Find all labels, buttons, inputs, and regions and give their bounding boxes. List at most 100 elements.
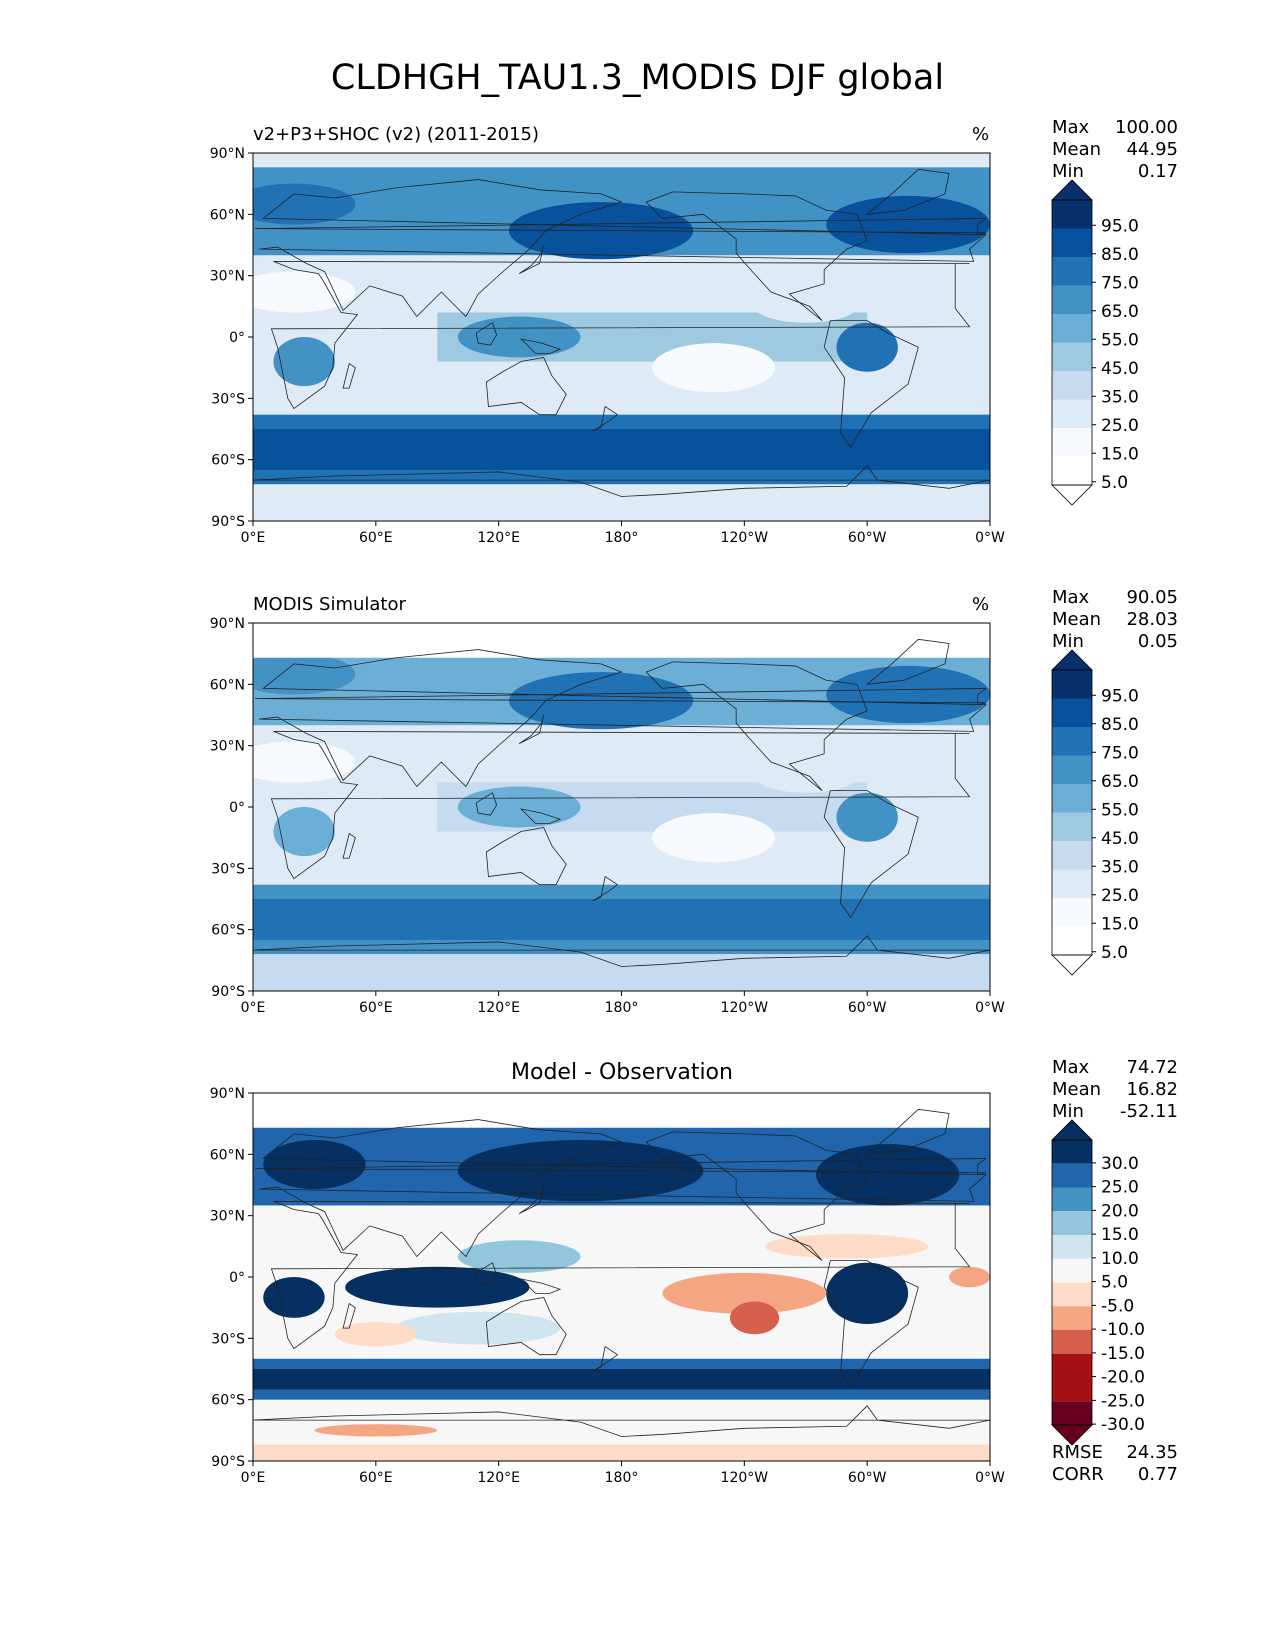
- coastline-uk: [255, 218, 988, 236]
- colorbar-segment: [1052, 1353, 1092, 1378]
- map-figure: 0°E 60°E 120°E 180° 120°W 60°W 0°W 90°N 60°N 30°N…: [210, 616, 1139, 1016]
- colorbar-frame: [1051, 1139, 1093, 1426]
- coastline-australia: [485, 1296, 567, 1356]
- coastline-eurasia: [259, 649, 987, 788]
- colorbar-label: 75.0: [1101, 743, 1139, 763]
- stat-max-label: Max: [1052, 1057, 1090, 1078]
- field-blob: [253, 653, 356, 695]
- stat-min-value: 0.17: [1137, 161, 1178, 182]
- lon-tick-label: 120°W: [721, 530, 769, 546]
- lon-tick-label: 0°W: [975, 1000, 1005, 1016]
- field-blob: [253, 183, 356, 225]
- colorbar-label: 5.0: [1101, 473, 1128, 493]
- field-band: [253, 954, 990, 991]
- lon-tick-label: 60°E: [359, 1000, 393, 1016]
- stat-max-value: 90.05: [1126, 587, 1178, 608]
- colorbar-label: 30.0: [1101, 1154, 1139, 1174]
- coastline-japan: [518, 244, 545, 274]
- coastline-greenland: [865, 1108, 950, 1155]
- colorbar-segment: [1052, 1211, 1092, 1235]
- coastline-greenland: [865, 638, 950, 685]
- field-blob: [253, 741, 356, 783]
- coastline-uk: [255, 1158, 988, 1176]
- colorbar-label: 35.0: [1101, 857, 1139, 877]
- colorbar-extend-max: [1051, 649, 1093, 671]
- colorbar-segment: [1052, 285, 1092, 314]
- field-blob: [263, 1140, 366, 1190]
- metrics-block: RMSE 24.35 CORR 0.77: [1052, 1442, 1178, 1486]
- colorbar-segment: [1052, 784, 1092, 813]
- colorbar-label: 25.0: [1101, 416, 1139, 436]
- colorbar-label: 65.0: [1101, 302, 1139, 322]
- coastline-borneo: [475, 1262, 498, 1286]
- colorbar-segment: [1052, 428, 1092, 457]
- lon-tick-label: 0°E: [241, 1000, 266, 1016]
- lat-tick-label: 0°: [229, 330, 245, 346]
- lat-tick-label: 90°N: [210, 1086, 245, 1102]
- field-blob: [754, 759, 857, 793]
- coastline-antarctica: [253, 935, 990, 967]
- coastline-new-zealand: [592, 1345, 619, 1372]
- stat-max-label: Max: [1052, 587, 1090, 608]
- stat-min-label: Min: [1052, 161, 1084, 182]
- stat-mean-label: Mean: [1052, 139, 1102, 160]
- map-field: [253, 623, 990, 991]
- lat-tick-label: 90°S: [211, 1454, 245, 1470]
- map-figure: 0°E 60°E 120°E 180° 120°W 60°W 0°W 90°N 60°N 30°N…: [210, 146, 1139, 546]
- field-blob: [457, 786, 581, 828]
- stat-max-value: 100.00: [1115, 117, 1178, 138]
- coastline-south-america: [823, 320, 919, 449]
- coastline-uk: [255, 688, 988, 706]
- colorbar-label: -20.0: [1101, 1368, 1145, 1388]
- coastline-borneo: [475, 792, 498, 816]
- colorbar-label: -25.0: [1101, 1391, 1145, 1411]
- field-band: [253, 429, 990, 470]
- colorbar-extend-min: [1051, 1424, 1093, 1446]
- lat-tick-label: 60°N: [210, 207, 245, 223]
- stat-mean-label: Mean: [1052, 1079, 1102, 1100]
- colorbar-label: 95.0: [1101, 686, 1139, 706]
- field-band: [253, 1444, 990, 1461]
- coastline-north-america: [645, 191, 868, 321]
- colorbar-label: 15.0: [1101, 1225, 1139, 1245]
- field-blob: [396, 1311, 561, 1345]
- colorbar-label: 10.0: [1101, 1249, 1139, 1269]
- lat-tick-label: 0°: [229, 800, 245, 816]
- map-field: [253, 1093, 990, 1461]
- colorbar-segment: [1052, 926, 1092, 955]
- corr-label: CORR: [1052, 1464, 1104, 1485]
- colorbar-label: -15.0: [1101, 1344, 1145, 1364]
- colorbar-label: 20.0: [1101, 1201, 1139, 1221]
- colorbar-segment: [1052, 228, 1092, 257]
- colorbar-segment: [1052, 1282, 1092, 1307]
- coastline-south-america: [823, 790, 919, 919]
- colorbar-segment: [1052, 456, 1092, 485]
- field-blob: [836, 322, 898, 372]
- lon-tick-label: 120°E: [477, 1470, 520, 1486]
- colorbar-segment: [1052, 698, 1092, 727]
- colorbar-label: -10.0: [1101, 1320, 1145, 1340]
- colorbar-label: -5.0: [1101, 1296, 1134, 1316]
- stat-min-value: 0.05: [1137, 631, 1178, 652]
- lon-tick-label: 60°W: [848, 1470, 887, 1486]
- stat-mean-label: Mean: [1052, 609, 1102, 630]
- coastline-madagascar: [342, 832, 356, 859]
- colorbar-segment: [1052, 342, 1092, 371]
- stats-block: Max 90.05 Mean 28.03 Min 0.05: [1052, 587, 1178, 653]
- stat-mean-value: 16.82: [1126, 1079, 1178, 1100]
- colorbar-label: 15.0: [1101, 444, 1139, 464]
- field-blob: [457, 316, 581, 358]
- colorbar-segment: [1052, 727, 1092, 756]
- lon-tick-label: 0°W: [975, 530, 1005, 546]
- field-blob: [836, 792, 898, 842]
- lon-tick-label: 60°E: [359, 1470, 393, 1486]
- field-blob: [815, 1144, 960, 1206]
- colorbar-label: 15.0: [1101, 914, 1139, 934]
- lon-tick-label: 60°W: [848, 530, 887, 546]
- coastline-japan: [518, 714, 545, 744]
- lat-tick-label: 90°N: [210, 146, 245, 162]
- lon-tick-label: 60°W: [848, 1000, 887, 1016]
- lat-tick-label: 30°S: [211, 1331, 245, 1347]
- field-band: [253, 490, 990, 521]
- colorbar-frame: [1051, 669, 1093, 956]
